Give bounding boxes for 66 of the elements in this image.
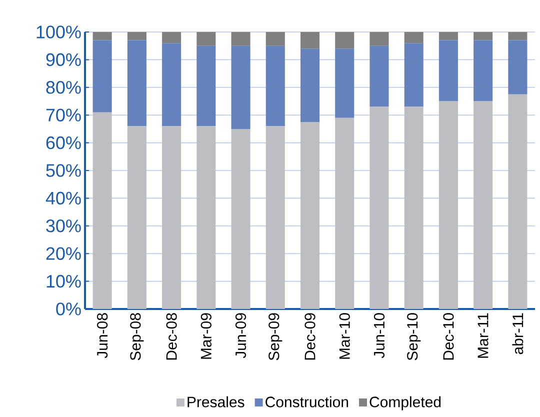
bar [127,40,146,126]
y-tick-label: 10% [46,274,81,288]
y-tick-label: 80% [46,81,81,94]
x-tick-label: Sep-09 [268,313,282,360]
bar [162,32,182,44]
y-tick-label: 100% [36,26,81,38]
bar [127,32,146,40]
bar [474,32,493,40]
y-tick-label: 60% [46,136,81,150]
legend-label: Completed [370,396,441,410]
x-tick-label: Mar-11 [478,313,488,358]
y-tick-label: 70% [46,108,81,122]
x-tick-label: Jun-09 [235,313,246,358]
bar [162,43,182,126]
bar [335,32,354,49]
bar [196,46,216,126]
x-tick-label: Dec-09 [304,313,316,360]
bar [508,32,528,40]
bar [335,118,354,309]
y-tick-label: 40% [46,192,81,205]
bar [231,46,250,129]
bar [474,40,493,102]
x-tick-label: Sep-10 [407,313,421,360]
bar [370,106,389,309]
bar [92,32,112,40]
bar [266,32,285,46]
y-tick-label: 50% [46,164,81,177]
x-tick-label: Jun-10 [374,313,385,358]
bar [404,43,424,107]
legend-label: Presales [188,396,244,408]
x-tick-label: abr-11 [512,313,524,354]
bar [438,101,458,309]
bar [438,32,458,40]
bar [196,32,216,46]
x-tick-label: Dec-10 [443,313,454,360]
bar [370,32,389,46]
bar [300,122,320,309]
x-tick-label: Mar-09 [200,313,212,359]
bar [300,32,320,49]
bar [404,106,424,309]
x-tick-label: Dec-08 [166,313,177,360]
bar [474,101,493,309]
x-tick-label: Mar-10 [339,313,350,359]
bar [231,32,250,46]
bar [162,126,182,309]
bar [300,48,320,122]
bar [127,126,146,309]
bar [266,126,285,309]
bar [438,40,458,102]
bar [508,40,528,94]
bar [370,46,389,107]
y-tick-label: 30% [46,220,81,232]
bar [508,94,528,309]
y-tick-label: 90% [46,53,81,66]
legend-label: Construction [266,396,348,408]
bar [196,126,216,309]
y-tick-label: 20% [46,247,81,260]
bar [92,40,112,112]
y-tick-label: 0% [56,302,81,316]
bar [266,46,285,126]
x-tick-label: Sep-08 [130,313,144,360]
x-tick-label: Jun-08 [97,313,108,358]
bar [92,112,112,309]
bar [404,32,424,44]
bar [231,128,250,309]
bar [335,48,354,118]
